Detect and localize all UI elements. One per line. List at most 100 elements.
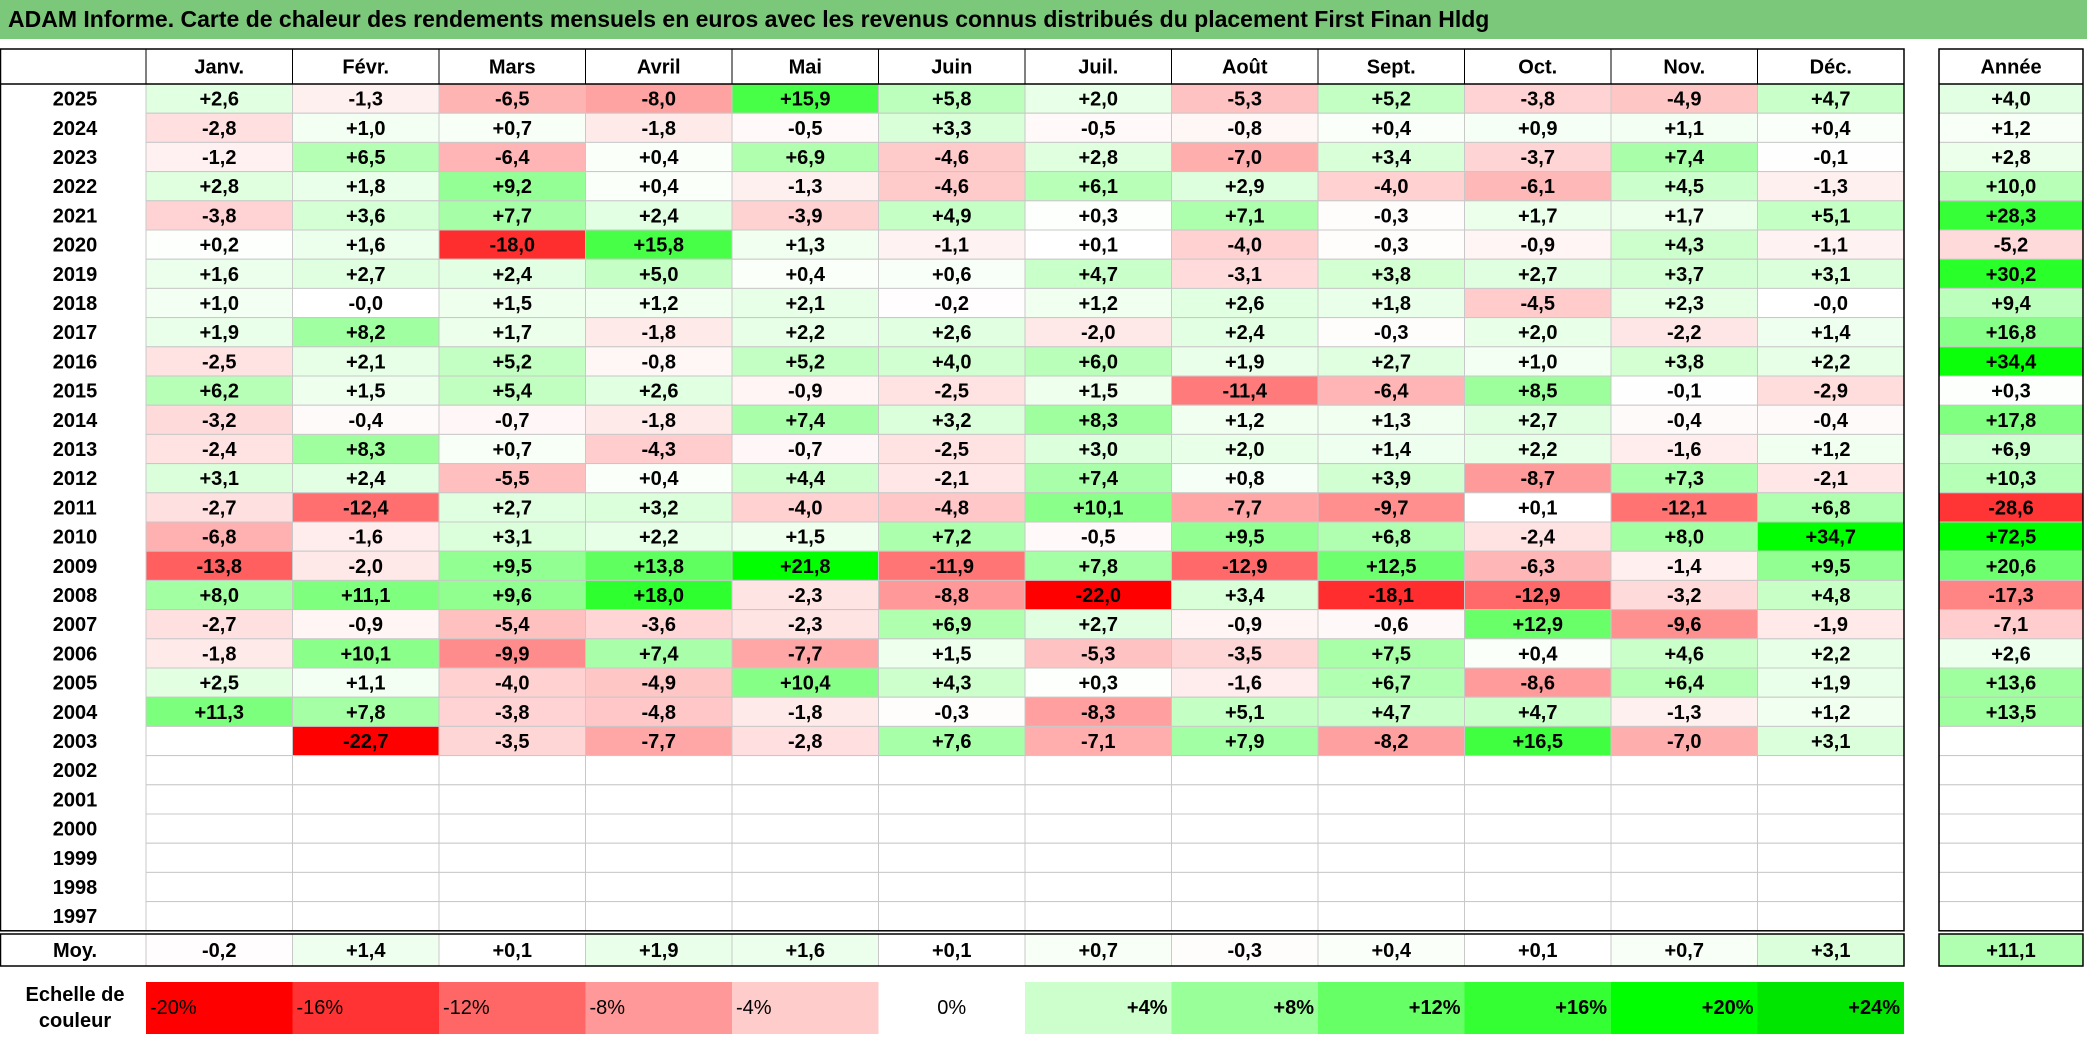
heatmap-cell: [1464, 842, 1612, 873]
year-label: 2004: [53, 702, 98, 724]
cell-value: -0,3: [1374, 235, 1408, 257]
average-value: -0,2: [202, 940, 236, 962]
cell-value: -1,1: [935, 235, 969, 257]
heatmap-cell: [1464, 463, 1612, 494]
annual-value: -5,2: [1994, 235, 2028, 257]
heatmap-cell: [145, 609, 293, 640]
cell-value: -2,3: [788, 614, 822, 636]
heatmap-cell: [1317, 200, 1465, 231]
cell-value: +4,7: [1811, 89, 1850, 111]
cell-value: +2,4: [346, 468, 386, 490]
cell-value: +0,1: [1518, 497, 1557, 519]
heatmap-cell: [1024, 433, 1172, 465]
cell-value: -8,8: [935, 585, 969, 607]
year-label: 2024: [53, 118, 98, 140]
annual-value: +13,6: [1986, 673, 2037, 695]
heatmap-cell: [1171, 784, 1319, 815]
heatmap-cell: [145, 696, 293, 727]
cell-value: -2,4: [1521, 527, 1556, 549]
annual-value: +13,5: [1986, 702, 2037, 724]
heatmap-cell: [438, 258, 586, 289]
cell-value: -4,3: [642, 439, 676, 461]
cell-value: +9,6: [493, 585, 532, 607]
heatmap-cell: [1610, 871, 1758, 903]
annual-value: +2,8: [1991, 147, 2030, 169]
cell-value: +7,6: [932, 731, 971, 753]
heatmap-cell: [1317, 871, 1465, 903]
cell-value: +2,4: [493, 264, 533, 286]
heatmap-cell: [438, 842, 586, 873]
heatmap-cell: [878, 229, 1026, 260]
heatmap-cell: [1757, 755, 1905, 786]
year-label: 2010: [53, 527, 98, 549]
cell-value: +0,3: [1079, 205, 1118, 227]
heatmap-cell: [1171, 667, 1319, 698]
heatmap-cell: [1171, 871, 1319, 903]
heatmap-cell: [1610, 463, 1758, 494]
cell-value: +1,2: [1811, 439, 1850, 461]
heatmap-cell: [1171, 83, 1319, 114]
scale-label: +16%: [1555, 997, 1607, 1019]
heatmap-cell: [1024, 346, 1172, 377]
cell-value: +4,3: [1665, 235, 1704, 257]
year-label: 2016: [53, 351, 98, 373]
heatmap-cell: [878, 901, 1026, 932]
month-header-label: Nov.: [1663, 57, 1705, 79]
cell-value: +2,1: [346, 351, 385, 373]
cell-value: +3,4: [1372, 147, 1412, 169]
cell-value: +7,5: [1372, 643, 1411, 665]
heatmap-cell: [1610, 317, 1758, 348]
cell-value: +4,7: [1518, 702, 1557, 724]
month-header-cell: [1171, 48, 1319, 85]
cell-value: +3,4: [1225, 585, 1265, 607]
cell-value: -6,3: [1521, 556, 1555, 578]
heatmap-cell: [585, 112, 733, 143]
cell-value: +7,8: [346, 702, 385, 724]
cell-value: +10,1: [1073, 497, 1124, 519]
heatmap-cell: [145, 579, 293, 611]
cell-value: -0,3: [1374, 205, 1408, 227]
cell-value: +1,4: [1811, 322, 1851, 344]
cell-value: +0,8: [1225, 468, 1264, 490]
month-header-cell: [1610, 48, 1758, 85]
scale-swatch: [439, 982, 586, 1034]
heatmap-cell: [145, 842, 293, 873]
cell-value: -2,7: [202, 614, 236, 636]
heatmap-cell: [731, 521, 879, 552]
heatmap-cell: [878, 550, 1026, 581]
heatmap-cell: [1317, 404, 1465, 435]
cell-value: -0,3: [935, 702, 969, 724]
cell-value: -13,8: [196, 556, 242, 578]
annual-value: +16,8: [1986, 322, 2037, 344]
cell-value: -1,8: [642, 322, 676, 344]
heatmap-cell: [1317, 901, 1465, 932]
heatmap-cell: [1171, 813, 1319, 844]
heatmap-cell: [1757, 521, 1905, 552]
heatmap-cell: [878, 842, 1026, 873]
cell-value: -11,9: [930, 556, 974, 578]
cell-value: -1,2: [202, 147, 236, 169]
cell-value: +1,5: [493, 293, 532, 315]
heatmap-cell: [1757, 463, 1905, 494]
heatmap-cell: [1171, 258, 1319, 289]
annual-cell: [1938, 375, 2084, 406]
heatmap-cell: [145, 638, 293, 669]
heatmap-cell: [292, 901, 440, 932]
heatmap-cell: [1171, 287, 1319, 319]
heatmap-cell: [1610, 901, 1758, 932]
cell-value: +9,5: [493, 556, 532, 578]
cell-value: -2,0: [349, 556, 383, 578]
scale-label: +20%: [1702, 997, 1754, 1019]
average-value: +0,7: [1665, 940, 1704, 962]
cell-value: -7,7: [642, 731, 676, 753]
heatmap-cell: [1610, 521, 1758, 552]
cell-value: -2,8: [202, 118, 236, 140]
heatmap-cell: [731, 871, 879, 903]
cell-value: +3,1: [1811, 731, 1850, 753]
cell-value: -5,4: [495, 614, 530, 636]
year-label: 2005: [53, 673, 98, 695]
heatmap-cell: [438, 141, 586, 173]
cell-value: +21,8: [780, 556, 831, 578]
heatmap-cell: [731, 258, 879, 289]
cell-value: +3,9: [1372, 468, 1411, 490]
